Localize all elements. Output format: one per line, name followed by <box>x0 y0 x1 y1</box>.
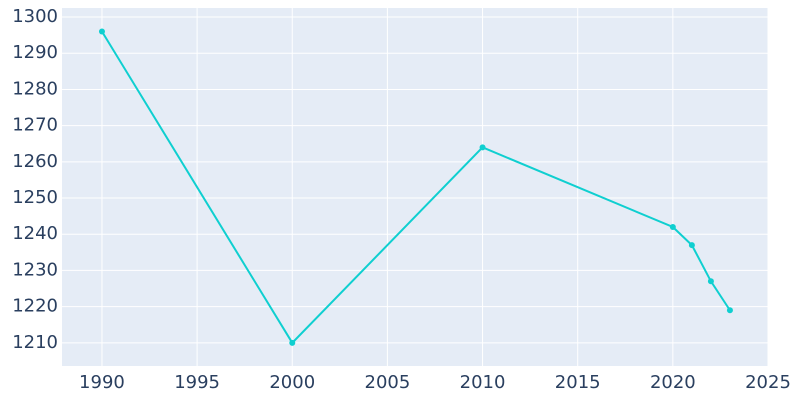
x-tick-label: 1990 <box>79 372 125 393</box>
y-tick-label: 1270 <box>12 115 58 136</box>
point <box>98 28 105 35</box>
x-tick-label: 2010 <box>460 372 506 393</box>
y-tick-label: 1260 <box>12 151 58 172</box>
y-tick-label: 1230 <box>12 259 58 280</box>
x-tick-label: 2020 <box>650 372 696 393</box>
y-tick-label: 1280 <box>12 78 58 99</box>
point <box>669 223 676 230</box>
y-tick-label: 1220 <box>12 296 58 317</box>
point <box>688 242 695 249</box>
y-tick-label: 1250 <box>12 187 58 208</box>
point <box>289 339 296 346</box>
point <box>479 144 486 151</box>
plot-area <box>62 8 768 366</box>
y-tick-label: 1210 <box>12 332 58 353</box>
x-tick-label: 2000 <box>269 372 315 393</box>
point <box>707 278 714 285</box>
y-tick-label: 1240 <box>12 223 58 244</box>
x-tick-label: 2025 <box>745 372 791 393</box>
point <box>726 307 733 314</box>
y-tick-label: 1300 <box>12 6 58 27</box>
x-tick-label: 2005 <box>365 372 411 393</box>
x-tick-label: 2015 <box>555 372 601 393</box>
y-tick-label: 1290 <box>12 42 58 63</box>
x-tick-label: 1995 <box>174 372 220 393</box>
